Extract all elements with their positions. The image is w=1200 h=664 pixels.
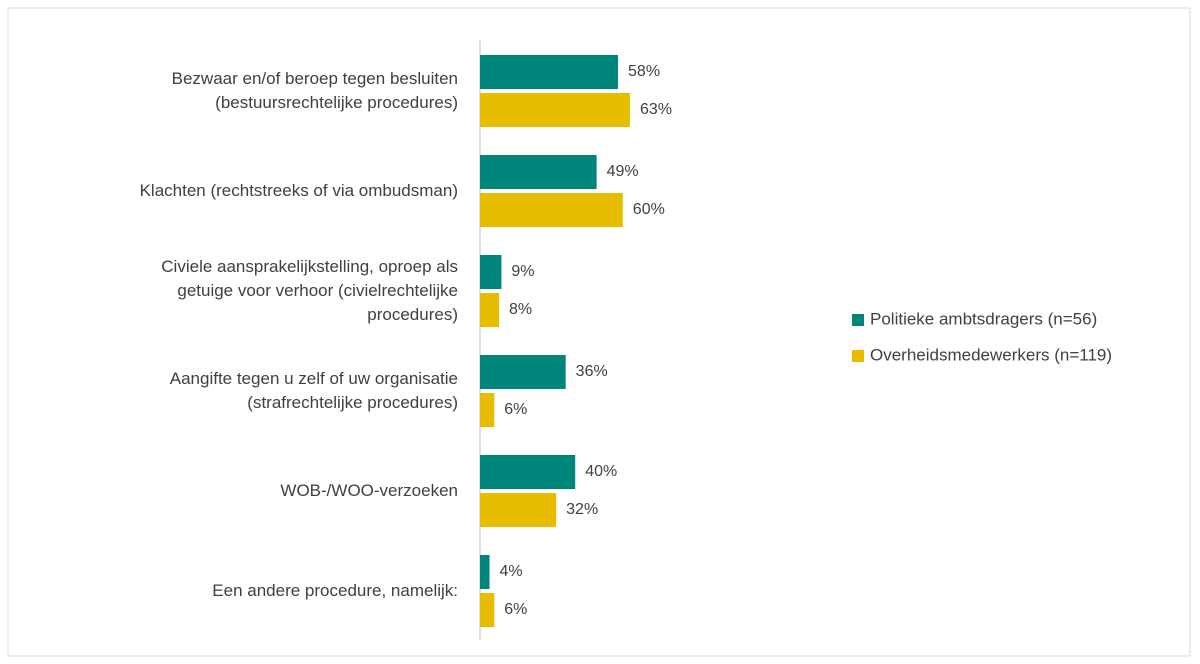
value-label: 36% (576, 363, 608, 380)
value-label: 58% (628, 63, 660, 80)
category-label: Een andere procedure, namelijk: (212, 581, 458, 600)
category-label: Bezwaar en/of beroep tegen besluiten (be… (171, 69, 458, 112)
bar (480, 155, 597, 189)
bar (480, 493, 557, 527)
category-label: WOB-/WOO-verzoeken (280, 481, 458, 500)
value-label: 32% (566, 501, 598, 518)
legend-swatch (852, 314, 864, 326)
legend-label: Overheidsmedewerkers (n=119) (870, 345, 1112, 364)
bar (480, 555, 490, 589)
value-label: 9% (511, 263, 534, 280)
bar (480, 193, 623, 227)
category-label: Aangifte tegen u zelf of uw organisatie … (169, 369, 458, 412)
value-label: 6% (504, 401, 527, 418)
value-label: 49% (607, 163, 639, 180)
bar (480, 255, 502, 289)
bar (480, 393, 495, 427)
value-label: 4% (500, 563, 523, 580)
legend-swatch (852, 350, 864, 362)
chart-frame (7, 7, 1191, 657)
bar (480, 593, 495, 627)
legend-label: Politieke ambtsdragers (n=56) (870, 309, 1097, 328)
category-label: Civiele aansprakelijkstelling, oproep al… (161, 257, 458, 324)
value-label: 6% (504, 601, 527, 618)
bar (480, 55, 619, 89)
value-label: 40% (585, 463, 617, 480)
value-label: 63% (640, 101, 672, 118)
value-label: 8% (509, 301, 532, 318)
bar (480, 293, 500, 327)
category-label: Klachten (rechtstreeks of via ombudsman) (139, 181, 458, 200)
value-label: 60% (633, 201, 665, 218)
bar (480, 93, 630, 127)
bar (480, 455, 576, 489)
bar (480, 355, 566, 389)
